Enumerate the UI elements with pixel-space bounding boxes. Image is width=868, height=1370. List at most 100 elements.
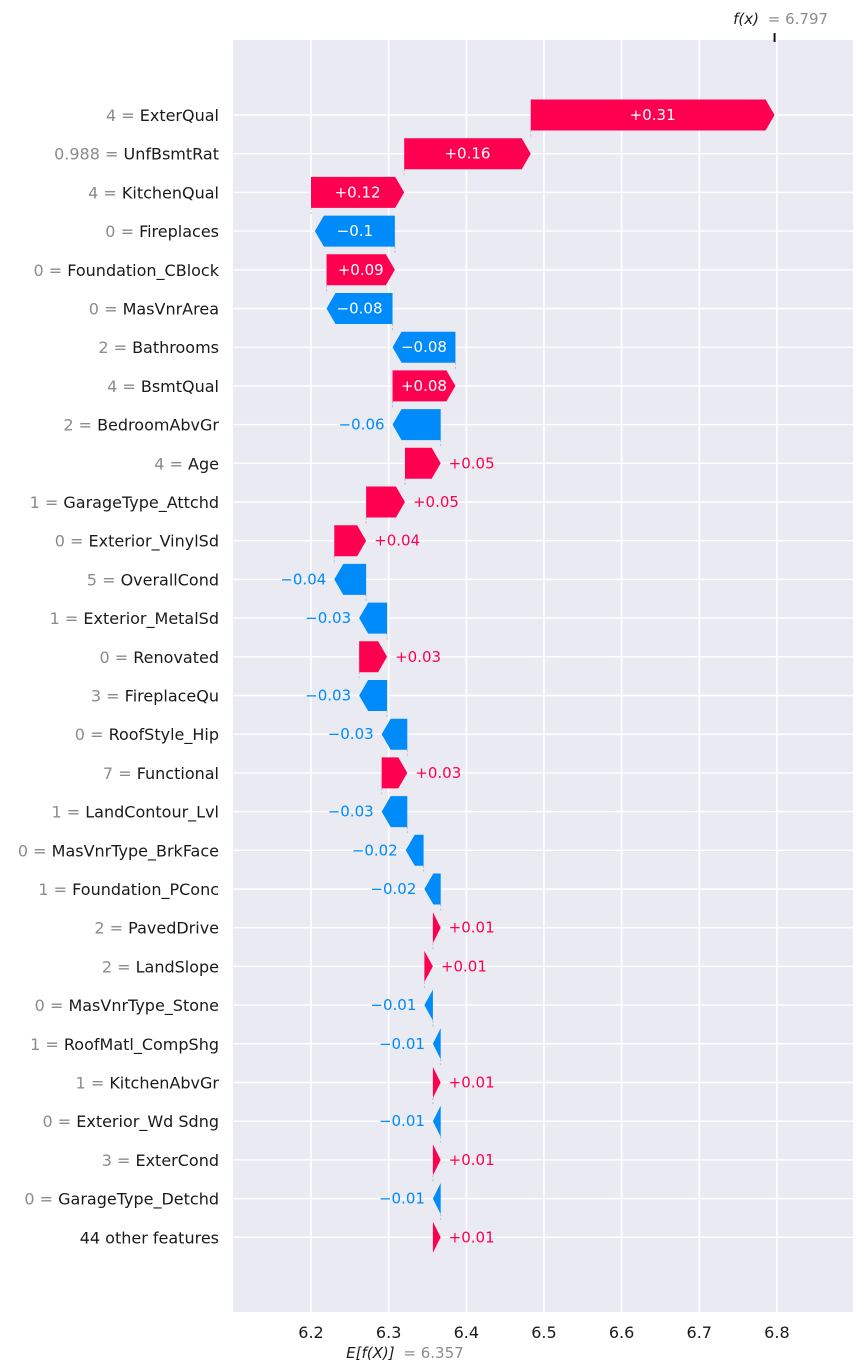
feature-name: KitchenQual [122,183,219,202]
bar-value-label: +0.01 [449,1228,495,1246]
feature-name: Foundation_PConc [72,880,219,900]
feature-name: Fireplaces [139,222,219,241]
feature-value: 2 = [63,416,97,435]
feature-name: ExterQual [140,106,219,125]
waterfall-bar [334,563,367,595]
feature-name: MasVnrArea [123,300,219,319]
plot-background [233,40,853,1312]
feature-value: 4 = [154,454,188,473]
feature-label: 0 = RoofStyle_Hip [75,725,219,745]
feature-label: 5 = OverallCond [87,570,219,589]
feature-value: 2 = [94,919,128,938]
feature-value: 0 = [33,261,67,280]
feature-label: 0 = Renovated [100,648,219,667]
feature-name: Exterior_MetalSd [83,609,219,629]
feature-label: 0.988 = UnfBsmtRat [54,145,219,164]
bar-value-label: +0.03 [415,764,461,782]
waterfall-bar [432,1105,441,1137]
x-tick-label: 6.5 [531,1323,556,1342]
feature-label: 1 = Exterior_MetalSd [50,609,219,629]
feature-value: 1 = [76,1074,110,1093]
bar-value-label: −0.01 [379,1112,425,1130]
feature-labels: 4 = ExterQual 0.988 = UnfBsmtRat 4 = Kitch… [18,106,220,1247]
feature-name: OverallCond [121,570,219,589]
feature-label: 0 = MasVnrArea [89,300,219,319]
feature-name: Renovated [133,648,219,667]
waterfall-bar [432,1144,441,1176]
feature-value: 4 = [107,377,141,396]
feature-name: MasVnrType_BrkFace [52,841,219,861]
feature-name: Functional [137,764,219,783]
feature-label: 4 = Age [154,454,219,473]
feature-label: 2 = PavedDrive [94,919,219,938]
bar-value-label: −0.02 [352,841,398,859]
bar-value-label: +0.31 [630,106,676,124]
x-tick-label: 6.2 [298,1323,323,1342]
feature-label: 3 = FireplaceQu [91,687,219,706]
feature-name: UnfBsmtRat [124,145,220,164]
feature-name: FireplaceQu [125,687,219,706]
efx-value: = 6.357 [403,1344,463,1362]
x-tick-label: 6.7 [687,1323,712,1342]
bar-value-label: +0.09 [338,261,384,279]
bar-labels: +0.31 +0.16 +0.12 −0.1 +0.09 −0.08 −0.08 +0.08 −… [280,106,675,1246]
waterfall-bar [392,370,456,402]
bar-value-label: +0.08 [401,377,447,395]
feature-name: BsmtQual [141,377,219,396]
feature-label: 1 = KitchenAbvGr [76,1074,220,1093]
bar-value-label: −0.01 [379,1035,425,1053]
feature-name: Exterior_Wd Sdng [76,1112,219,1132]
waterfall-bar [314,215,395,247]
feature-label: 2 = LandSlope [102,957,219,976]
feature-label: 1 = RoofMatl_CompShg [30,1035,219,1055]
feature-name: Bathrooms [132,338,219,357]
feature-label: 7 = Functional [103,764,219,783]
bar-value-label: −0.03 [328,725,374,743]
feature-label: 0 = GarageType_Detchd [24,1190,219,1210]
bar-value-label: +0.12 [335,183,381,201]
feature-name: RoofMatl_CompShg [64,1035,219,1055]
bar-value-label: −0.06 [339,416,385,434]
waterfall-bar [381,796,408,828]
waterfall-bar [392,409,441,441]
feature-name: MasVnrType_Stone [68,996,219,1016]
feature-label: 1 = GarageType_Attchd [30,493,219,513]
feature-label: 0 = MasVnrType_Stone [35,996,219,1016]
feature-value: 3 = [91,687,125,706]
column-gridlines [310,40,778,1312]
feature-value: 3 = [102,1151,136,1170]
feature-label: 3 = ExterCond [102,1151,219,1170]
feature-label: 1 = Foundation_PConc [38,880,219,900]
waterfall-bar [424,989,433,1021]
x-tick-label: 6.4 [454,1323,479,1342]
feature-value: 1 = [50,609,84,628]
feature-value: 1 = [30,493,64,512]
bar-value-label: −0.01 [370,996,416,1014]
feature-label: 4 = BsmtQual [107,377,219,396]
bar-value-label: −0.03 [305,609,351,627]
fx-annotation: f(x) = 6.797 [733,10,828,42]
feature-value: 0 = [105,222,139,241]
waterfall-bar [311,176,405,208]
fx-value: = 6.797 [768,10,828,28]
waterfall-bar [366,486,405,518]
feature-value: 0.988 = [54,145,123,164]
bar-value-label: −0.01 [379,1190,425,1208]
waterfall-bar [359,602,388,634]
bar-value-label: +0.04 [374,532,420,550]
feature-value: 0 = [100,648,134,667]
waterfall-bar [334,525,367,557]
feature-label: 1 = LandContour_Lvl [52,803,220,823]
svg-text:f(x) = 6.797: f(x) = 6.797 [733,10,828,28]
waterfall-bar [432,1221,441,1253]
bar-value-label: +0.01 [441,957,487,975]
feature-value: 0 = [55,532,89,551]
bar-value-label: +0.01 [449,1074,495,1092]
feature-value: 0 = [24,1190,58,1209]
bar-value-label: +0.16 [444,145,490,163]
feature-name: RoofStyle_Hip [109,725,219,745]
feature-value: 1 = [38,880,72,899]
feature-value: 2 = [98,338,132,357]
x-tick-label: 6.3 [376,1323,401,1342]
